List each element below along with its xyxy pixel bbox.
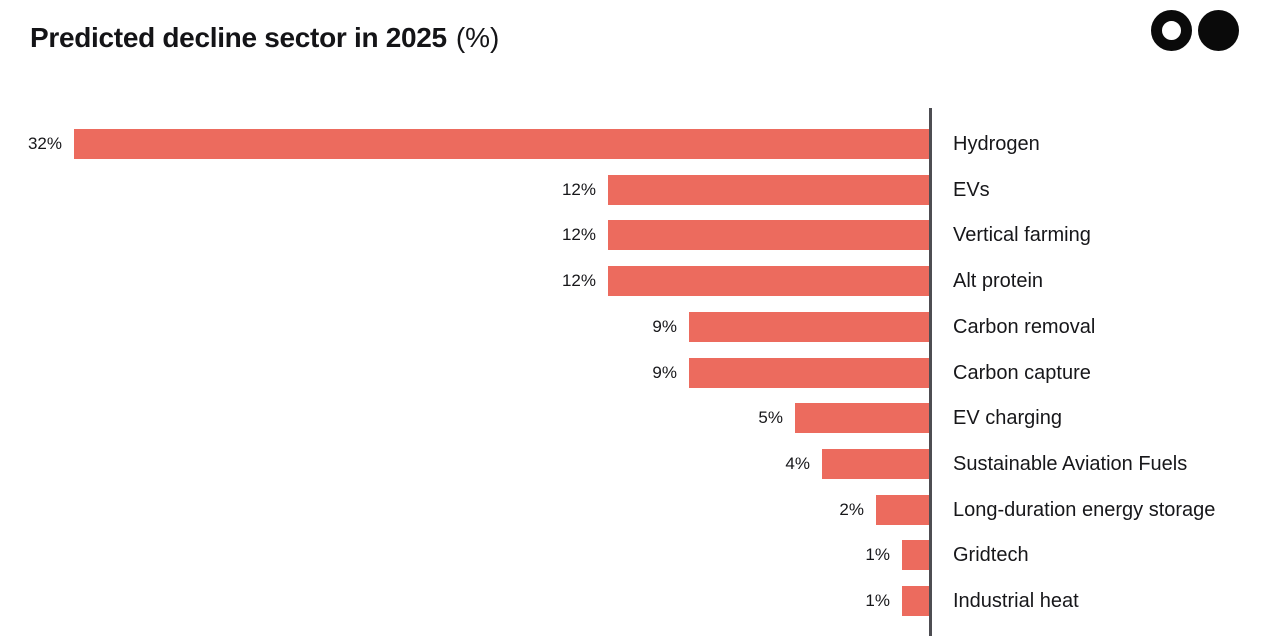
bar [902, 586, 929, 616]
category-label: Vertical farming [953, 224, 1091, 246]
value-label: 1% [865, 545, 890, 564]
bar [608, 175, 929, 205]
chart-row: 12% Alt protein [0, 266, 1274, 296]
chart-row: 9% Carbon capture [0, 358, 1274, 388]
value-label: 1% [865, 591, 890, 610]
bar [822, 449, 929, 479]
value-label: 9% [652, 317, 677, 336]
value-label: 2% [839, 500, 864, 519]
chart-title-unit: (%) [455, 22, 500, 53]
category-label: Long-duration energy storage [953, 499, 1216, 521]
filled-circle-icon [1198, 10, 1239, 51]
category-label: Gridtech [953, 544, 1029, 566]
y-axis-line [929, 108, 932, 636]
value-label: 4% [785, 454, 810, 473]
category-label: EV charging [953, 407, 1062, 429]
chart-row: 12% Vertical farming [0, 220, 1274, 250]
value-label: 12% [561, 180, 596, 199]
category-label: Hydrogen [953, 133, 1040, 155]
bar [689, 312, 929, 342]
chart-row: 1% Industrial heat [0, 586, 1274, 616]
chart-row: 5% EV charging [0, 403, 1274, 433]
chart-row: 9% Carbon removal [0, 312, 1274, 342]
chart-row: 1% Gridtech [0, 540, 1274, 570]
category-label: Carbon capture [953, 362, 1091, 384]
bar [608, 220, 929, 250]
bar [608, 266, 929, 296]
category-label: Alt protein [953, 270, 1044, 292]
chart-row: 4% Sustainable Aviation Fuels [0, 449, 1274, 479]
ring-circle-icon [1151, 10, 1192, 51]
bar [74, 129, 929, 159]
category-label: Carbon removal [953, 316, 1096, 338]
category-label: Industrial heat [953, 590, 1079, 612]
value-label: 12% [561, 225, 596, 244]
chart-row: 12% EVs [0, 175, 1274, 205]
bar [876, 495, 929, 525]
bar [689, 358, 929, 388]
bar [902, 540, 929, 570]
value-label: 32% [27, 134, 62, 153]
value-label: 9% [652, 363, 677, 382]
chart-row: 2% Long-duration energy storage [0, 495, 1274, 525]
chart-row: 32% Hydrogen [0, 129, 1274, 159]
chart-title-text: Predicted decline sector in 2025 [30, 22, 447, 53]
bar [795, 403, 929, 433]
category-label: EVs [953, 179, 990, 201]
value-label: 12% [561, 271, 596, 290]
chart-title: Predicted decline sector in 2025 (%) [30, 22, 499, 54]
category-label: Sustainable Aviation Fuels [953, 453, 1188, 475]
logo [1151, 10, 1239, 51]
value-label: 5% [758, 408, 783, 427]
